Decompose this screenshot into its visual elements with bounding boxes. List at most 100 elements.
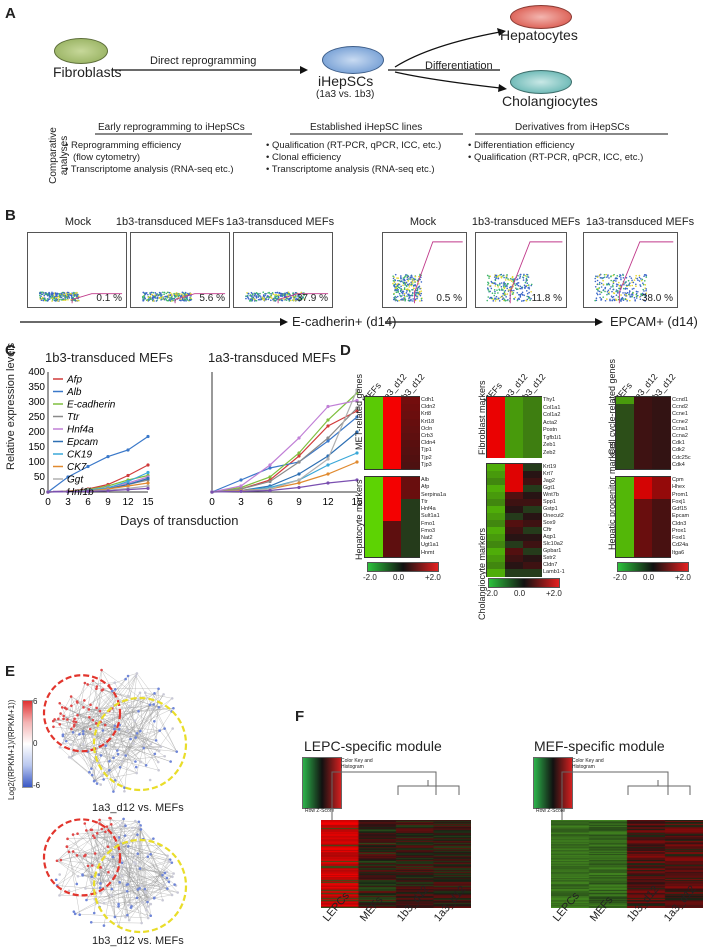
network-edge xyxy=(103,818,124,926)
cholangiocytes-label: Cholangiocytes xyxy=(502,93,598,109)
lepc-module-title: LEPC-specific module xyxy=(304,738,442,754)
network-edge xyxy=(127,730,165,757)
gene-labels: Krt19 Krt7 Jag2 Ggt1 Wnt7b Spp1 Gstp1 Onecut2 So… xyxy=(543,464,565,575)
network-node xyxy=(112,756,115,760)
network-node xyxy=(172,872,175,875)
network-edge xyxy=(96,723,128,731)
col1-item-3: • Transcriptome analysis (RNA-seq etc.) xyxy=(65,164,234,175)
network-node xyxy=(149,742,153,746)
facs-plot-epcam-mock: 0.5 % xyxy=(382,232,467,308)
network-node xyxy=(123,889,127,893)
network-edge xyxy=(73,710,110,727)
network-edge xyxy=(120,844,170,882)
network-node xyxy=(58,722,62,726)
network-node xyxy=(99,754,103,757)
network-edge xyxy=(114,729,142,763)
network-edge xyxy=(87,675,137,752)
network-node xyxy=(78,733,81,736)
network-edge xyxy=(77,715,115,726)
red-cluster-circle xyxy=(42,674,122,753)
network-node xyxy=(110,689,114,693)
network-edge xyxy=(111,824,116,917)
network-edge xyxy=(118,853,138,926)
network-node xyxy=(163,727,166,730)
network-edge xyxy=(79,680,94,749)
network-edge xyxy=(147,853,174,874)
network-node xyxy=(165,876,169,880)
b-left-title-2: 1b3-transduced MEFs xyxy=(115,216,225,228)
network-node xyxy=(93,779,96,783)
network-edge xyxy=(75,913,149,919)
network-node xyxy=(62,714,66,718)
network-plot-1a3 xyxy=(42,668,188,793)
data-point xyxy=(146,463,150,467)
scale-tick: 0.0 xyxy=(514,589,526,598)
network-node xyxy=(100,774,104,778)
network-node xyxy=(148,778,152,782)
data-point xyxy=(146,484,150,488)
network-node xyxy=(67,889,71,893)
data-point xyxy=(326,418,330,422)
network-node xyxy=(120,760,124,763)
network-edge xyxy=(100,861,170,884)
network-node xyxy=(111,855,115,859)
network-node xyxy=(104,744,108,747)
network-node xyxy=(105,825,109,828)
network-node xyxy=(99,866,102,869)
data-point xyxy=(86,489,90,493)
data-point xyxy=(326,457,330,461)
network-node xyxy=(109,823,113,826)
network-node xyxy=(137,709,140,713)
network-edge xyxy=(126,884,131,905)
series-line-alb xyxy=(47,436,149,493)
network-node xyxy=(69,743,72,746)
network-node xyxy=(166,854,169,858)
network-edge xyxy=(79,728,165,749)
network-node xyxy=(67,755,71,759)
data-point xyxy=(355,409,359,413)
data-point xyxy=(326,463,330,467)
network-node xyxy=(173,883,176,886)
data-point xyxy=(126,479,130,484)
network-edge xyxy=(53,698,145,722)
facs-plot-ecad-mock: 0.1 % xyxy=(27,232,127,308)
network-node xyxy=(91,718,95,722)
network-node xyxy=(111,844,114,847)
network-node xyxy=(61,733,65,736)
network-edge xyxy=(91,922,142,924)
data-point xyxy=(268,488,272,493)
network-node xyxy=(141,901,144,904)
network-node xyxy=(165,870,169,874)
scale-tick: -2.0 xyxy=(613,573,627,582)
network-node xyxy=(72,720,76,723)
network-node xyxy=(102,924,106,927)
network-node xyxy=(82,706,85,709)
x-tick-label: 6 xyxy=(267,497,273,508)
network-node xyxy=(99,882,102,885)
network-edge xyxy=(113,780,116,792)
network-node xyxy=(167,859,171,863)
network-node xyxy=(69,756,73,759)
network-node xyxy=(98,709,102,713)
scale-tick: +2.0 xyxy=(546,589,562,598)
legend-label: Hnf1b xyxy=(67,487,94,498)
data-point xyxy=(297,451,301,455)
network-node xyxy=(118,765,122,769)
network-node xyxy=(90,875,93,879)
network-node xyxy=(58,873,62,876)
network-node xyxy=(59,712,62,715)
network-edge xyxy=(56,818,124,861)
network-edge xyxy=(94,761,123,782)
scale-tick: +2.0 xyxy=(425,573,441,582)
network-edge xyxy=(114,725,137,774)
data-point xyxy=(268,466,272,470)
network-node xyxy=(99,783,102,786)
network-node xyxy=(138,691,142,695)
network-edge xyxy=(71,696,161,747)
network-edge xyxy=(140,829,171,860)
data-point xyxy=(66,475,70,479)
network-edge xyxy=(85,854,95,900)
heatmap-fibroblast xyxy=(486,396,542,458)
facs-plot-ecad-1a3: 37.9 % xyxy=(233,232,333,308)
network-node xyxy=(169,760,172,763)
